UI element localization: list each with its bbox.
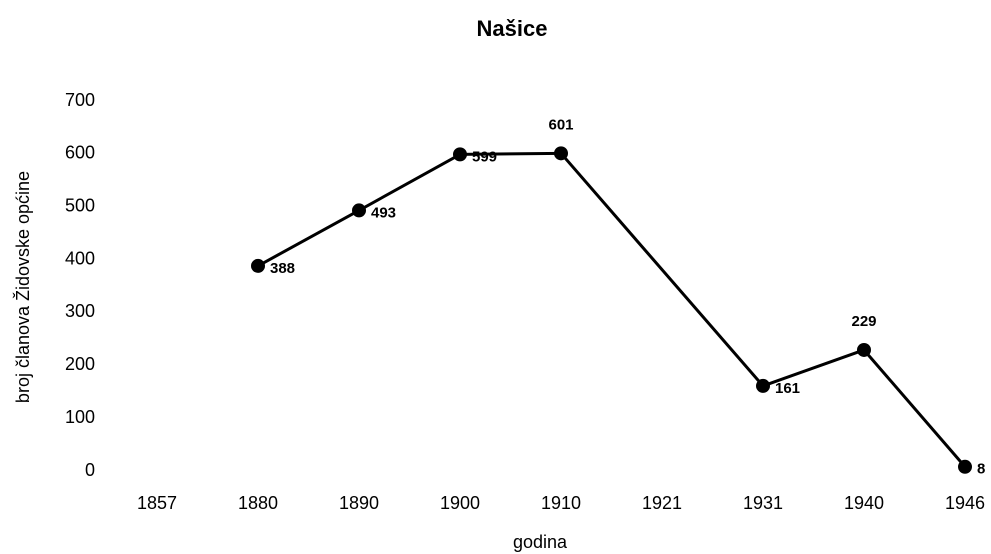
data-label: 161: [775, 380, 800, 397]
x-tick-label: 1900: [440, 493, 480, 513]
x-tick-label: 1890: [339, 493, 379, 513]
data-point: [958, 459, 972, 474]
line-segment: [257, 209, 360, 268]
x-tick-label: 1857: [137, 493, 177, 513]
y-tick-label: 300: [65, 301, 95, 321]
data-point: [453, 147, 467, 162]
chart-title: Našice: [477, 16, 548, 41]
x-axis-label: godina: [513, 532, 568, 552]
x-tick-label: 1940: [844, 493, 884, 513]
y-tick-label: 600: [65, 143, 95, 163]
x-tick-label: 1880: [238, 493, 278, 513]
x-tick-label: 1931: [743, 493, 783, 513]
line-segment: [459, 151, 562, 156]
data-label: 8: [977, 461, 985, 478]
data-point: [756, 378, 770, 393]
data-label: 229: [851, 313, 876, 330]
y-tick-label: 100: [65, 407, 95, 427]
data-label: 601: [548, 116, 573, 133]
y-tick-label: 500: [65, 195, 95, 215]
y-tick-label: 400: [65, 248, 95, 268]
y-tick-label: 0: [85, 460, 95, 480]
y-tick-label: 700: [65, 90, 95, 110]
data-label: 599: [472, 148, 497, 165]
x-tick-label: 1946: [945, 493, 985, 513]
line-segment: [358, 153, 461, 212]
y-axis-label: broj članova Židovske općine: [13, 171, 33, 403]
data-point: [554, 146, 568, 161]
data-point: [857, 342, 871, 357]
x-tick-label: 1921: [642, 493, 682, 513]
data-label: 388: [270, 260, 295, 277]
line-segment: [559, 152, 765, 387]
line-segment: [762, 348, 865, 388]
data-point: [352, 203, 366, 218]
data-label: 493: [371, 204, 396, 221]
line-segment: [862, 348, 967, 468]
data-point: [251, 258, 265, 273]
x-tick-label: 1910: [541, 493, 581, 513]
y-tick-label: 200: [65, 354, 95, 374]
